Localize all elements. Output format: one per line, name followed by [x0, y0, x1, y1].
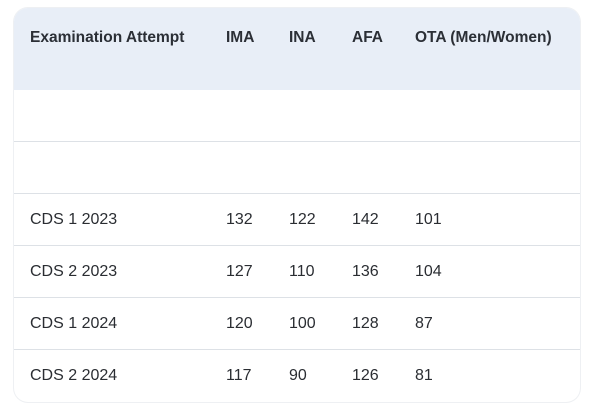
row-label: CDS 1 2024 [30, 314, 118, 332]
table-card: Examination Attempt IMA INA AFA OTA (Men/Wom… [14, 8, 580, 402]
table-cell: 104 [415, 262, 442, 280]
table-cell: 117 [226, 367, 252, 384]
empty-row [14, 90, 580, 142]
row-label: CDS 2 2024 [30, 367, 118, 384]
table-cell: 100 [289, 314, 316, 332]
table-cell: 126 [352, 367, 379, 384]
column-header: Examination Attempt [30, 29, 185, 46]
table-cell: 87 [415, 314, 433, 332]
table-row: CDS 2 2023 127 110 136 104 [14, 246, 580, 298]
table-row: CDS 1 2024 120 100 128 87 [14, 298, 580, 350]
column-header: INA [289, 29, 316, 46]
empty-row [14, 142, 580, 194]
table-cell: 122 [289, 210, 316, 228]
column-header: AFA [352, 29, 383, 46]
row-label: CDS 2 2023 [30, 262, 118, 280]
table-row: CDS 2 2024 117 90 126 81 [14, 350, 580, 402]
row-label: CDS 1 2023 [30, 210, 118, 228]
column-header: OTA (Men/Women) [415, 29, 552, 46]
table-row: CDS 1 2023 132 122 142 101 [14, 194, 580, 246]
table-cell: 90 [289, 367, 307, 384]
table-cell: 120 [226, 314, 253, 332]
column-header: IMA [226, 29, 255, 46]
header-row: Examination Attempt IMA INA AFA OTA (Men/Wom… [14, 8, 580, 90]
table-cell: 142 [352, 210, 379, 228]
table-cell: 101 [415, 210, 442, 228]
table-cell: 132 [226, 210, 253, 228]
table-cell: 127 [226, 262, 253, 280]
table-cell: 136 [352, 262, 379, 280]
table-cell: 110 [289, 262, 315, 280]
table-cell: 128 [352, 314, 379, 332]
table-cell: 81 [415, 367, 433, 384]
